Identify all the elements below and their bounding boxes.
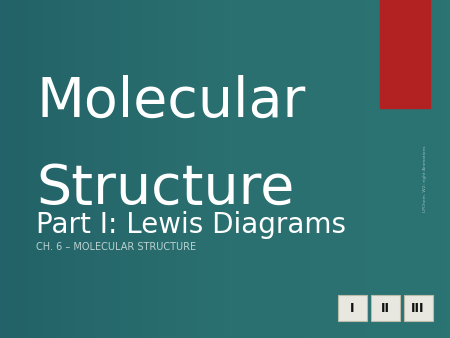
- Text: III: III: [411, 301, 425, 315]
- FancyBboxPatch shape: [338, 295, 366, 321]
- Text: II: II: [381, 301, 390, 315]
- FancyBboxPatch shape: [404, 295, 432, 321]
- Text: Structure: Structure: [36, 162, 294, 216]
- Text: LPChem. W2: right Animations: LPChem. W2: right Animations: [423, 146, 427, 212]
- Text: CH. 6 – MOLECULAR STRUCTURE: CH. 6 – MOLECULAR STRUCTURE: [36, 242, 196, 252]
- Text: I: I: [350, 301, 354, 315]
- Text: Part I: Lewis Diagrams: Part I: Lewis Diagrams: [36, 211, 346, 239]
- FancyBboxPatch shape: [370, 295, 400, 321]
- Bar: [380, 0, 430, 108]
- Text: Molecular: Molecular: [36, 74, 306, 128]
